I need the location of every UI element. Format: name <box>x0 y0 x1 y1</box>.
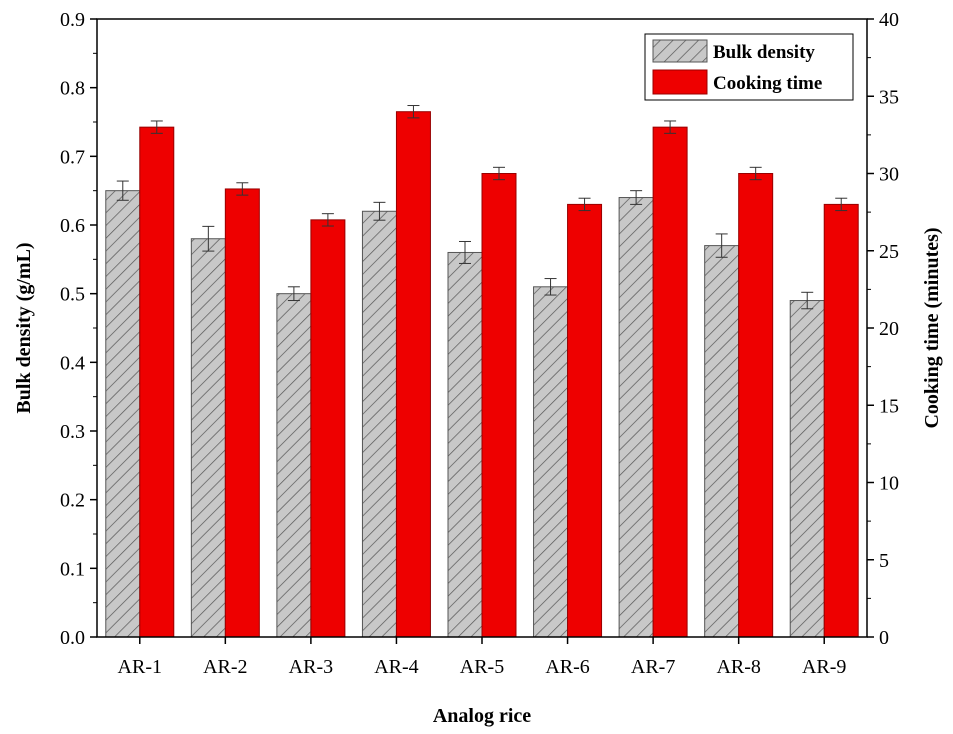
y-tick-label: 0.0 <box>60 627 85 649</box>
y2-tick-label: 35 <box>879 86 899 108</box>
bar-bulk-density-ar-1 <box>105 190 141 638</box>
error-bar-cooking-time-ar-5 <box>493 166 505 181</box>
error-bar-cooking-time-ar-4 <box>407 105 420 119</box>
x-tick-label: AR-7 <box>631 656 675 678</box>
error-bars <box>116 105 848 310</box>
bar-cooking-time-ar-3 <box>310 219 346 638</box>
y2-tick-label: 10 <box>879 473 899 495</box>
y-tick-label: 0.8 <box>60 78 85 100</box>
bar-cooking-time-ar-6 <box>567 203 603 638</box>
axis-ticks <box>90 18 874 644</box>
x-tick-label: AR-4 <box>374 656 418 678</box>
bar-bulk-density-ar-3 <box>276 293 312 638</box>
error-bar-bulk-density-ar-5 <box>459 240 471 264</box>
y-axis-title: Bulk density (g/mL) <box>13 242 35 413</box>
x-tick-label: AR-6 <box>545 656 589 678</box>
error-bar-cooking-time-ar-2 <box>236 182 249 196</box>
x-tick-label: AR-3 <box>289 656 333 678</box>
legend-swatch-bulk-density <box>652 39 708 63</box>
x-tick-label: AR-2 <box>203 656 247 678</box>
bar-bulk-density-ar-8 <box>704 245 740 638</box>
y-tick-label: 0.9 <box>60 9 85 31</box>
legend: Bulk density Cooking time <box>644 33 854 101</box>
y2-tick-label: 30 <box>879 164 899 186</box>
y-tick-label: 0.4 <box>60 352 85 374</box>
error-bar-cooking-time-ar-3 <box>321 213 334 227</box>
y-tick-label: 0.6 <box>60 215 85 237</box>
y2-tick-label: 15 <box>879 395 899 417</box>
error-bar-cooking-time-ar-1 <box>150 120 163 134</box>
bar-bulk-density-ar-5 <box>447 251 483 638</box>
y2-tick-label: 25 <box>879 241 899 263</box>
bar-cooking-time-ar-5 <box>481 173 517 638</box>
error-bar-bulk-density-ar-9 <box>801 291 814 310</box>
bar-cooking-time-ar-4 <box>395 111 431 638</box>
y2-tick-label: 0 <box>879 627 889 649</box>
y-tick-label: 0.7 <box>60 146 85 168</box>
error-bar-cooking-time-ar-9 <box>835 197 848 212</box>
x-tick-label: AR-9 <box>802 656 846 678</box>
x-tick-label: AR-1 <box>118 656 162 678</box>
tick-labels: AR-1 AR-2 AR-3 AR-4 AR-5 AR-6 AR-7 AR-8 AR-9 0.0 0… <box>60 9 899 678</box>
y2-tick-label: 20 <box>879 318 899 340</box>
bar-bulk-density-ar-7 <box>618 197 654 638</box>
bar-bulk-density-ar-2 <box>190 238 226 638</box>
bar-bulk-density-ar-4 <box>361 210 397 638</box>
error-bar-cooking-time-ar-7 <box>664 120 677 134</box>
error-bar-bulk-density-ar-3 <box>287 286 300 302</box>
bar-cooking-time-ar-1 <box>139 126 175 638</box>
legend-swatch-cooking-time <box>652 69 708 95</box>
y-tick-label: 0.3 <box>60 421 85 443</box>
error-bar-bulk-density-ar-1 <box>116 180 129 201</box>
legend-label-cooking-time: Cooking time <box>713 73 822 94</box>
bar-cooking-time-ar-9 <box>823 203 859 638</box>
error-bar-bulk-density-ar-8 <box>715 233 728 258</box>
x-tick-label: AR-5 <box>460 656 504 678</box>
error-bar-cooking-time-ar-6 <box>578 197 591 212</box>
error-bar-cooking-time-ar-8 <box>749 166 762 181</box>
error-bar-bulk-density-ar-6 <box>544 278 557 296</box>
bar-cooking-time-ar-8 <box>738 173 774 638</box>
y-tick-label: 0.5 <box>60 284 85 306</box>
y2-axis-title: Cooking time (minutes) <box>921 227 943 428</box>
x-axis-title: Analog rice <box>433 705 531 727</box>
bar-bulk-density-ar-6 <box>533 286 569 638</box>
y2-tick-label: 40 <box>879 9 899 31</box>
x-tick-label: AR-8 <box>716 656 760 678</box>
error-bar-bulk-density-ar-2 <box>202 225 215 252</box>
error-bar-bulk-density-ar-7 <box>630 190 643 205</box>
y-tick-label: 0.1 <box>60 558 85 580</box>
bar-cooking-time-ar-7 <box>652 126 688 638</box>
bar-cooking-time-ar-2 <box>224 188 260 638</box>
y2-tick-label: 5 <box>879 550 889 572</box>
bars <box>105 111 859 638</box>
legend-label-bulk-density: Bulk density <box>713 42 815 63</box>
y-tick-label: 0.2 <box>60 490 85 512</box>
error-bar-bulk-density-ar-4 <box>373 201 386 221</box>
bar-bulk-density-ar-9 <box>789 300 825 638</box>
